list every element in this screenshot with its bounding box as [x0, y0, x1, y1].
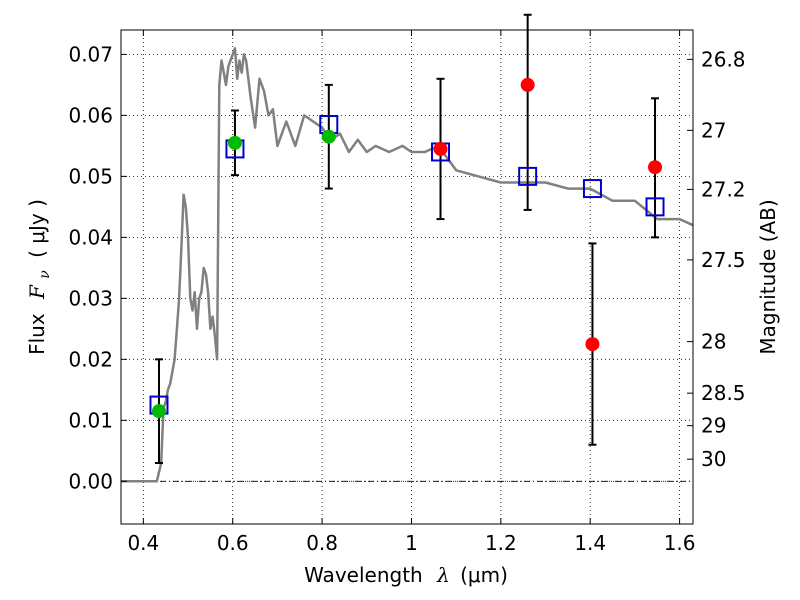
y-tick-label: 0.00 — [68, 469, 113, 493]
x-tick-label: 1.2 — [485, 531, 517, 555]
mag-tick-label: 28 — [701, 330, 726, 354]
y-tick-labels: 0.00 0.01 0.02 0.03 0.04 0.05 0.06 0.07 — [68, 42, 113, 493]
model-spectrum-line — [121, 47, 694, 483]
model-photometry-square — [582, 179, 602, 199]
magnitude-tick-labels: 26.8 27 27.2 27.5 28 28.5 29 30 — [701, 47, 746, 471]
error-bars — [154, 13, 660, 465]
optical-point — [151, 404, 166, 419]
y2-axis-label: Magnitude (AB) — [756, 199, 780, 354]
y-axis-label-sub: ν — [37, 270, 53, 279]
mag-tick-label: 26.8 — [701, 47, 746, 71]
mag-tick-label: 27 — [701, 118, 726, 142]
model-photometry-square — [518, 166, 538, 186]
data-points — [149, 77, 665, 419]
x-tick-label: 1.6 — [664, 531, 696, 555]
model-photometry-square — [645, 197, 665, 217]
optical-point — [227, 135, 242, 150]
x-tick-label: 1 — [405, 531, 418, 555]
x-tick-label: 1.4 — [574, 531, 606, 555]
mag-tick-label: 30 — [701, 447, 726, 471]
model-spectrum — [121, 47, 694, 483]
grid-lines — [121, 30, 693, 524]
y-tick-label: 0.02 — [68, 347, 113, 371]
x-axis-label-text: Wavelength — [304, 563, 423, 587]
observed-point — [585, 337, 600, 352]
observed-point — [520, 77, 535, 92]
y-axis-label-text: Flux — [25, 313, 49, 355]
x-axis-label: Wavelength λ (μm) — [304, 563, 508, 587]
y-axis-label-units: ( μJy ) — [25, 199, 49, 258]
x-tick-label: 0.4 — [127, 531, 159, 555]
y-tick-label: 0.04 — [68, 225, 113, 249]
observed-point — [648, 160, 663, 175]
plot-frame — [120, 29, 694, 525]
observed-point — [433, 141, 448, 156]
mag-tick-label: 28.5 — [701, 381, 746, 405]
mag-tick-label: 27.2 — [701, 177, 746, 201]
x-axis-label-units: (μm) — [460, 563, 508, 587]
y-tick-label: 0.03 — [68, 286, 113, 310]
y-tick-label: 0.01 — [68, 408, 113, 432]
optical-point — [321, 129, 336, 144]
mag-tick-label: 27.5 — [701, 248, 746, 272]
axis-ticks — [121, 30, 693, 524]
y-axis-label: Flux F ν ( μJy ) — [25, 199, 54, 355]
x-tick-label: 0.8 — [306, 531, 338, 555]
y-tick-label: 0.06 — [68, 103, 113, 127]
y-axis-label-symbol: F — [25, 284, 49, 300]
x-tick-label: 0.6 — [217, 531, 249, 555]
y-tick-label: 0.05 — [68, 164, 113, 188]
mag-tick-label: 29 — [701, 414, 726, 438]
x-axis-label-symbol: λ — [436, 563, 450, 587]
y-tick-label: 0.07 — [68, 42, 113, 66]
x-tick-labels: 0.4 0.6 0.8 1 1.2 1.4 1.6 — [127, 531, 695, 555]
